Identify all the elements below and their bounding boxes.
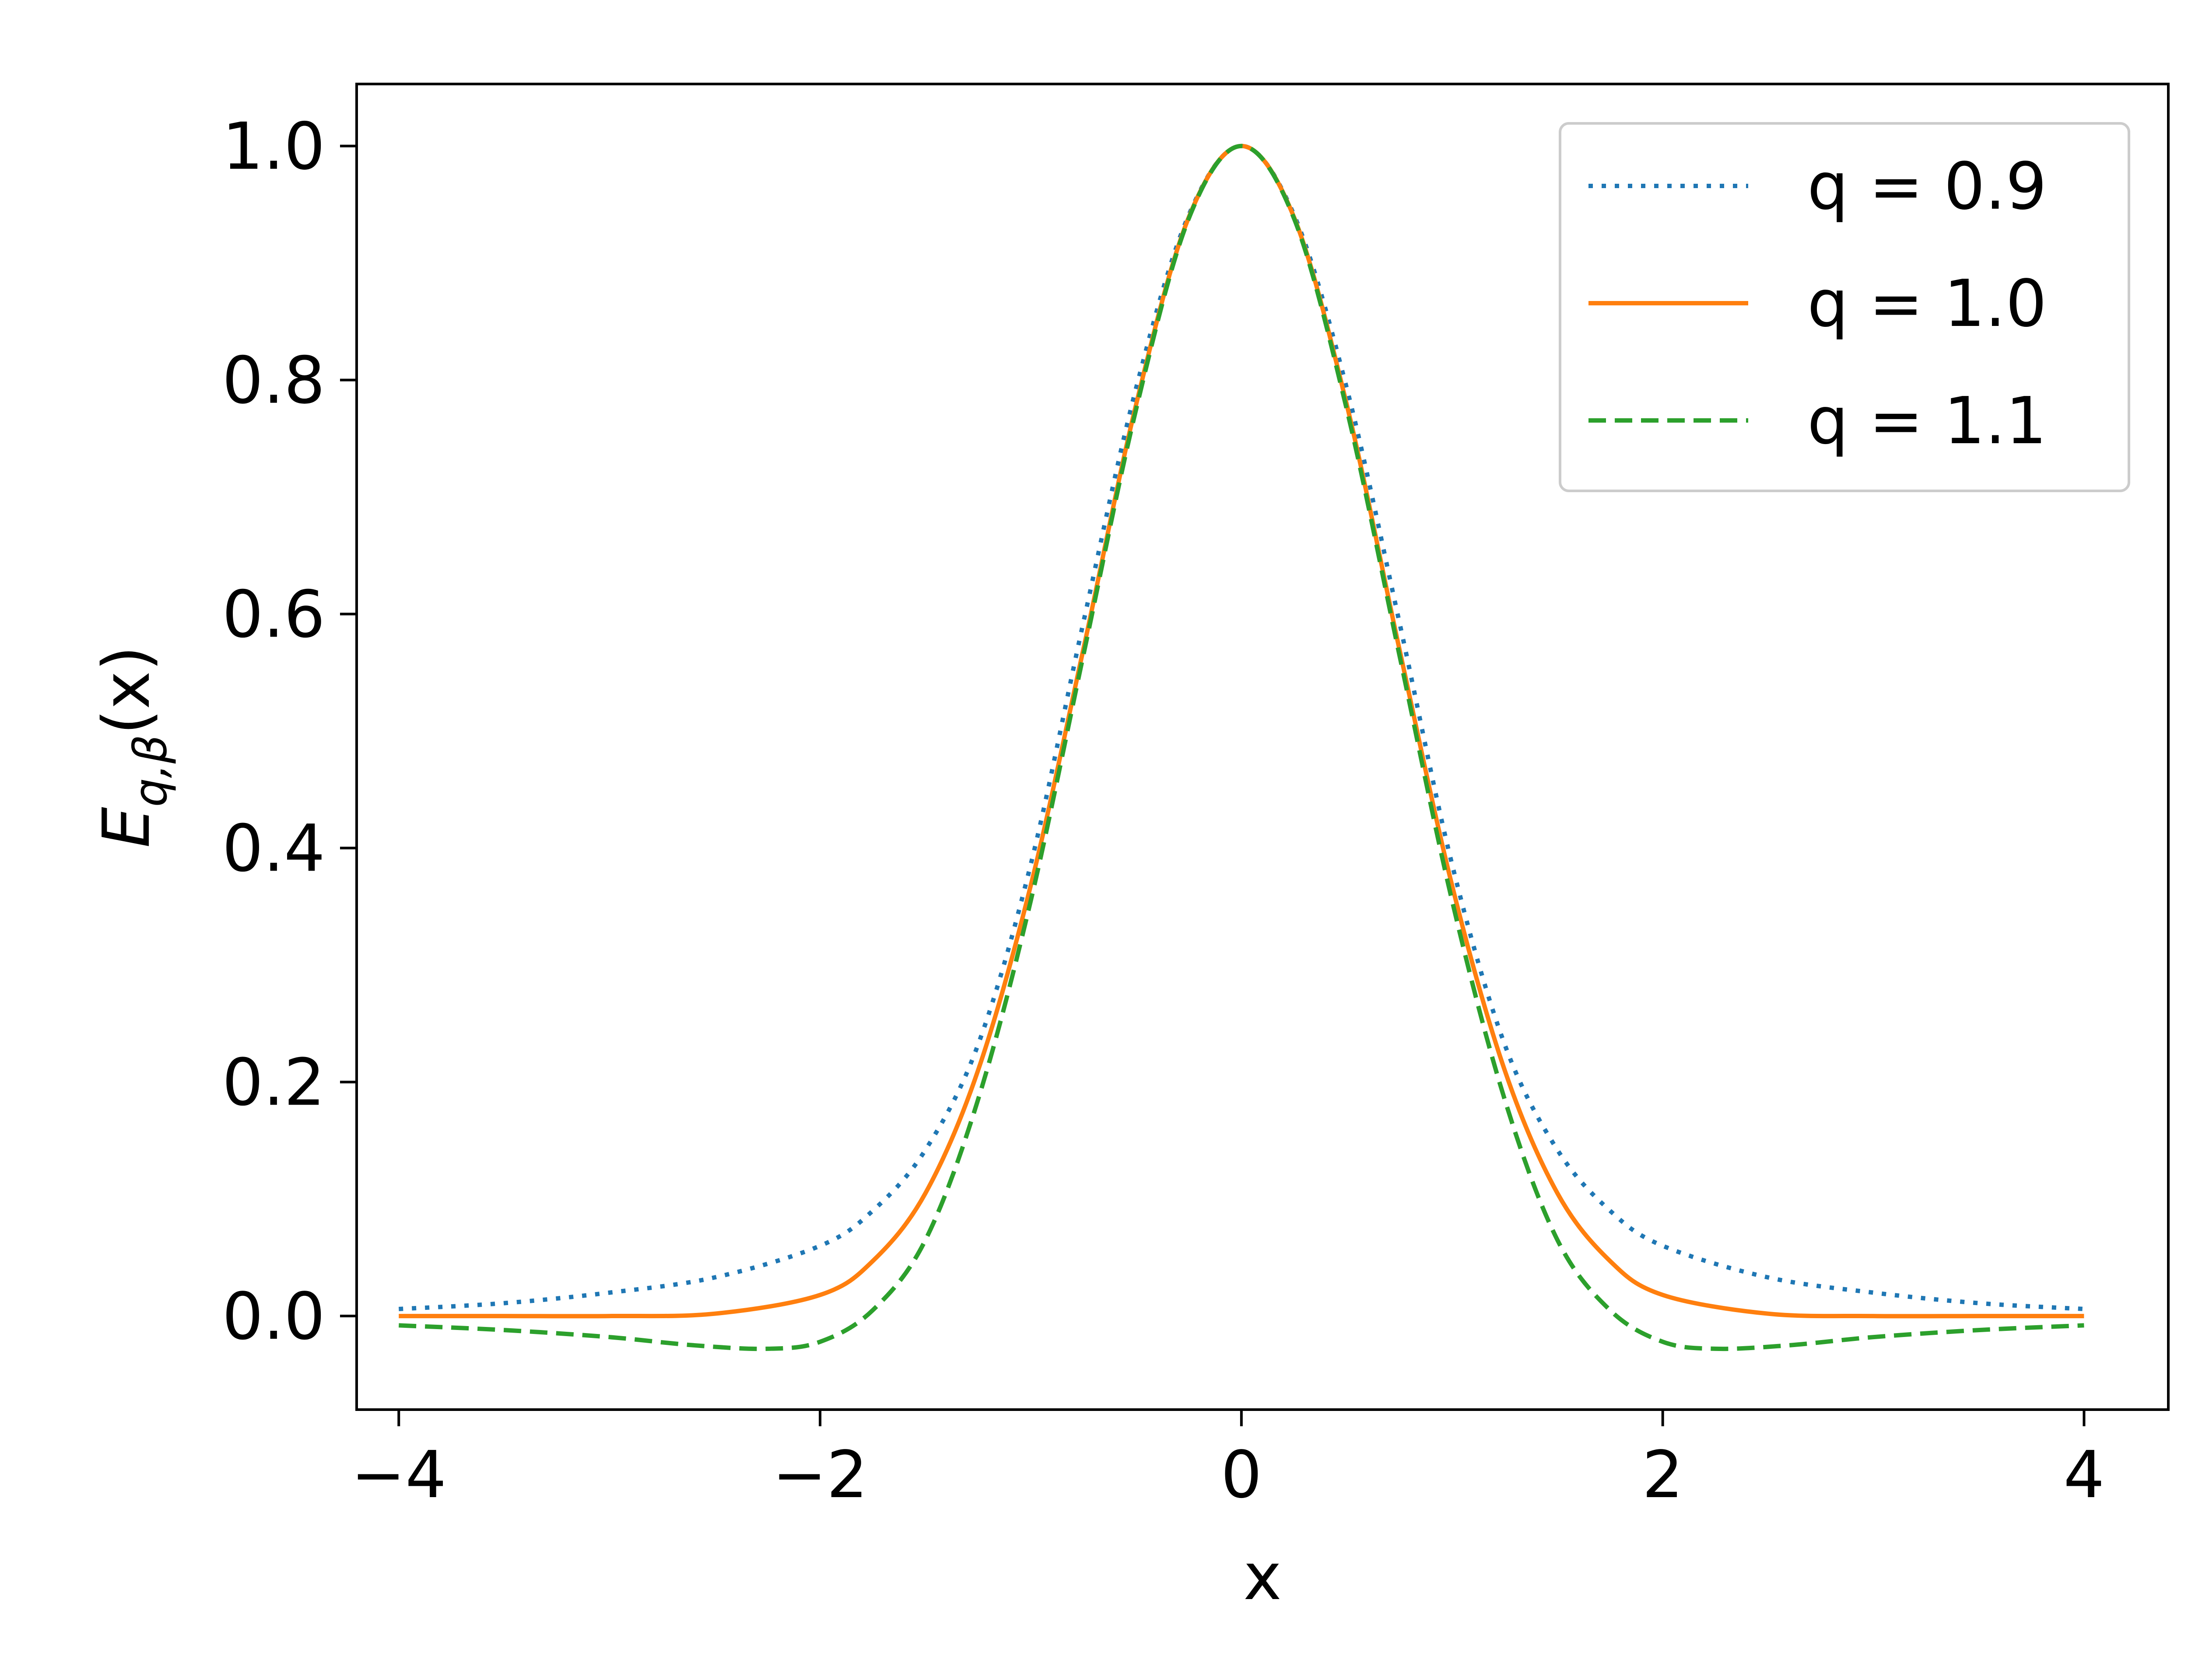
series-line-3 (399, 144, 2084, 1351)
legend-label-3: q = 1.1 (1807, 383, 2047, 458)
y-axis-label-subscript: q,β (124, 735, 177, 807)
y-axis: 0.0 0.2 0.4 0.6 0.8 1.0 (222, 109, 357, 1354)
y-tick-label: 0.0 (222, 1279, 325, 1354)
y-axis-label: Eq,β(x) (89, 646, 177, 848)
y-axis-label-suffix: (x) (89, 646, 164, 735)
y-tick-label: 0.8 (222, 343, 325, 418)
legend: q = 0.9 q = 1.0 q = 1.1 (1559, 122, 2130, 492)
series-layer (399, 144, 2084, 1351)
y-tick-label: 0.4 (222, 811, 325, 886)
x-tick-label: −2 (772, 1437, 868, 1512)
x-tick-label: 2 (1642, 1437, 1683, 1512)
x-axis: −4 −2 0 2 4 (351, 1410, 2105, 1512)
plot-frame (355, 83, 2170, 1411)
legend-label-1: q = 0.9 (1807, 149, 2047, 224)
y-axis-label-main: E (89, 807, 164, 848)
y-tick-label: 0.6 (222, 577, 325, 652)
y-tick-label: 1.0 (222, 109, 325, 184)
x-tick-label: −4 (351, 1437, 446, 1512)
svg-text:Eq,β(x): Eq,β(x) (89, 646, 177, 848)
legend-box (1559, 122, 2130, 492)
x-tick-label: 4 (2063, 1437, 2104, 1512)
y-tick-label: 0.2 (222, 1045, 325, 1120)
legend-label-2: q = 1.0 (1807, 266, 2047, 341)
x-tick-label: 0 (1221, 1437, 1262, 1512)
x-axis-label: x (1243, 1539, 1282, 1614)
